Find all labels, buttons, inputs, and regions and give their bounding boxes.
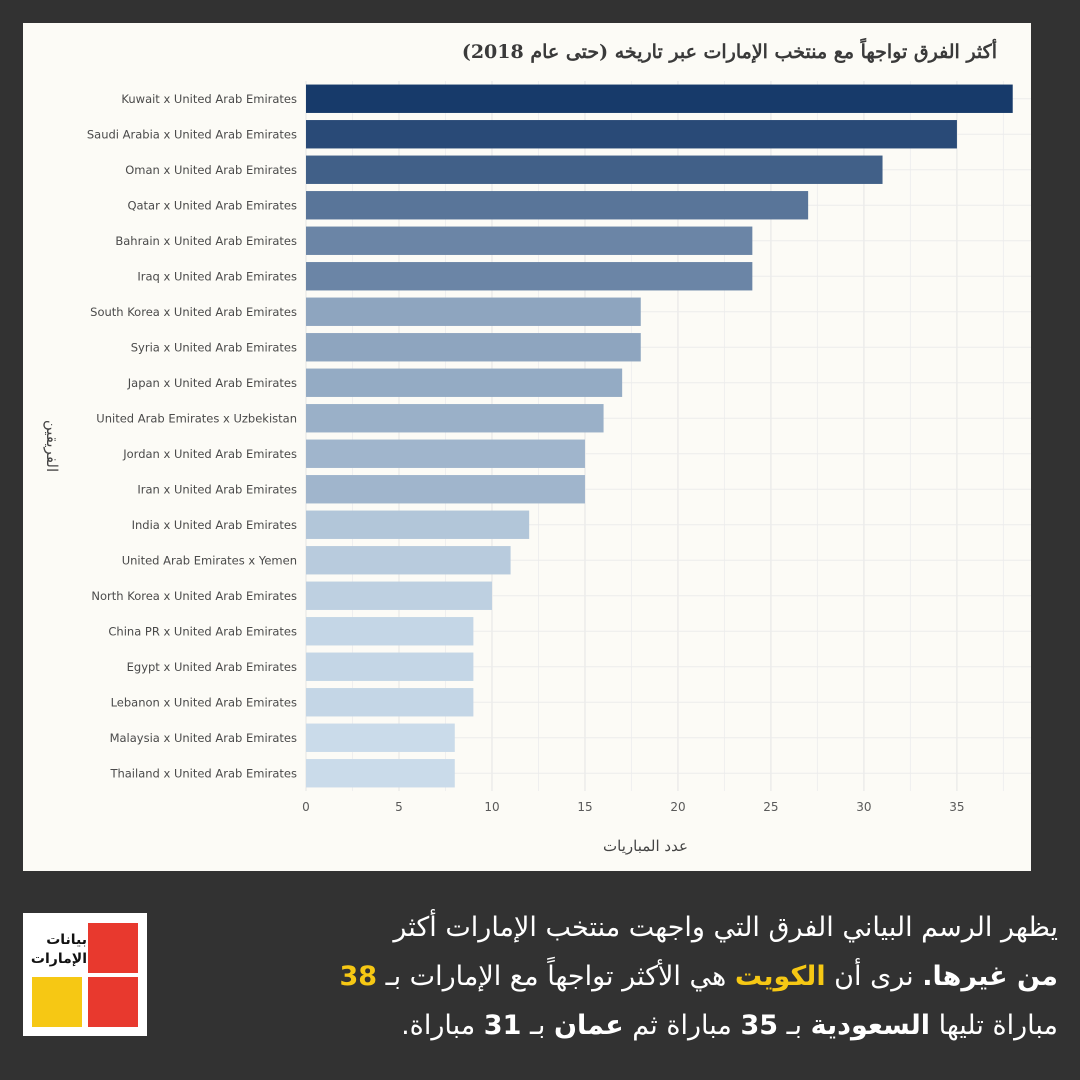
highlight-kuwait: الكويت [734,961,826,992]
y-axis-title: الفريقين [43,420,61,472]
x-tick-label: 15 [577,800,592,814]
bar [306,723,455,752]
x-tick-label: 30 [856,800,871,814]
bar [306,759,455,788]
bar [306,475,585,504]
category-label: North Korea x United Arab Emirates [91,589,297,603]
description-emphasis: من غيرها. [922,961,1058,992]
bar [306,333,641,362]
bar [306,688,474,717]
x-tick-label: 20 [670,800,685,814]
category-label: Lebanon x United Arab Emirates [111,695,297,709]
bar [306,297,641,326]
x-tick-label: 0 [302,800,310,814]
bar [306,84,1013,113]
bar [306,439,585,468]
category-label: Qatar x United Arab Emirates [127,198,297,212]
highlight-oman: عمان [553,1010,624,1041]
category-label: United Arab Emirates x Uzbekistan [96,411,297,425]
bar [306,368,623,397]
category-label: Saudi Arabia x United Arab Emirates [87,127,297,141]
bar [306,510,530,539]
highlight-38: 38 [339,961,378,992]
logo-square-red-top [88,923,138,973]
category-label: Kuwait x United Arab Emirates [121,92,297,106]
bar [306,226,753,255]
category-label: Thailand x United Arab Emirates [109,766,297,780]
x-tick-label: 10 [484,800,499,814]
description-line-2: من غيرها. نرى أن الكويت هي الأكثر تواجها… [339,961,1059,992]
chart-panel: أكثر الفرق تواجهاً مع منتخب الإمارات عبر… [23,23,1031,871]
chart-title: أكثر الفرق تواجهاً مع منتخب الإمارات عبر… [461,41,997,63]
bar [306,617,474,646]
logo-square-yellow [32,977,82,1027]
category-label: India x United Arab Emirates [132,518,297,532]
bar [306,404,604,433]
bar-chart: Kuwait x United Arab Emirates Saudi Arabi… [43,81,1031,855]
bar [306,581,492,610]
category-label: China PR x United Arab Emirates [108,624,297,638]
x-axis-title: عدد المباريات [603,837,688,855]
bar [306,262,753,291]
category-label: United Arab Emirates x Yemen [122,553,297,567]
description-text: يظهر الرسم البياني الفرق التي واجهت منتخ… [170,903,1059,1050]
category-label: Jordan x United Arab Emirates [122,447,297,461]
logo-text: بيانات الإمارات [30,932,87,967]
category-label: Japan x United Arab Emirates [127,376,297,390]
description-line-1: يظهر الرسم البياني الفرق التي واجهت منتخ… [393,912,1058,943]
bar [306,191,809,220]
category-label: Malaysia x United Arab Emirates [110,731,297,745]
highlight-saudi: السعودية [810,1010,931,1041]
category-label: Oman x United Arab Emirates [125,163,297,177]
bar [306,120,957,149]
description-line-3: مباراة تليها السعودية بـ 35 مباراة ثم عم… [401,1010,1058,1041]
highlight-31: 31 [483,1010,522,1041]
category-label: Iraq x United Arab Emirates [137,269,297,283]
highlight-35: 35 [740,1010,779,1041]
brand-logo: بيانات الإمارات [23,913,147,1036]
category-label: Iran x United Arab Emirates [137,482,297,496]
category-label: Syria x United Arab Emirates [131,340,297,354]
logo-square-red-bottom [88,977,138,1027]
x-tick-label: 5 [395,800,403,814]
x-tick-label: 25 [763,800,778,814]
bar [306,546,511,575]
category-label: Bahrain x United Arab Emirates [115,234,297,248]
bar [306,652,474,681]
category-label: Egypt x United Arab Emirates [127,660,297,674]
x-tick-label: 35 [949,800,964,814]
category-label: South Korea x United Arab Emirates [90,305,297,319]
bar [306,155,883,184]
